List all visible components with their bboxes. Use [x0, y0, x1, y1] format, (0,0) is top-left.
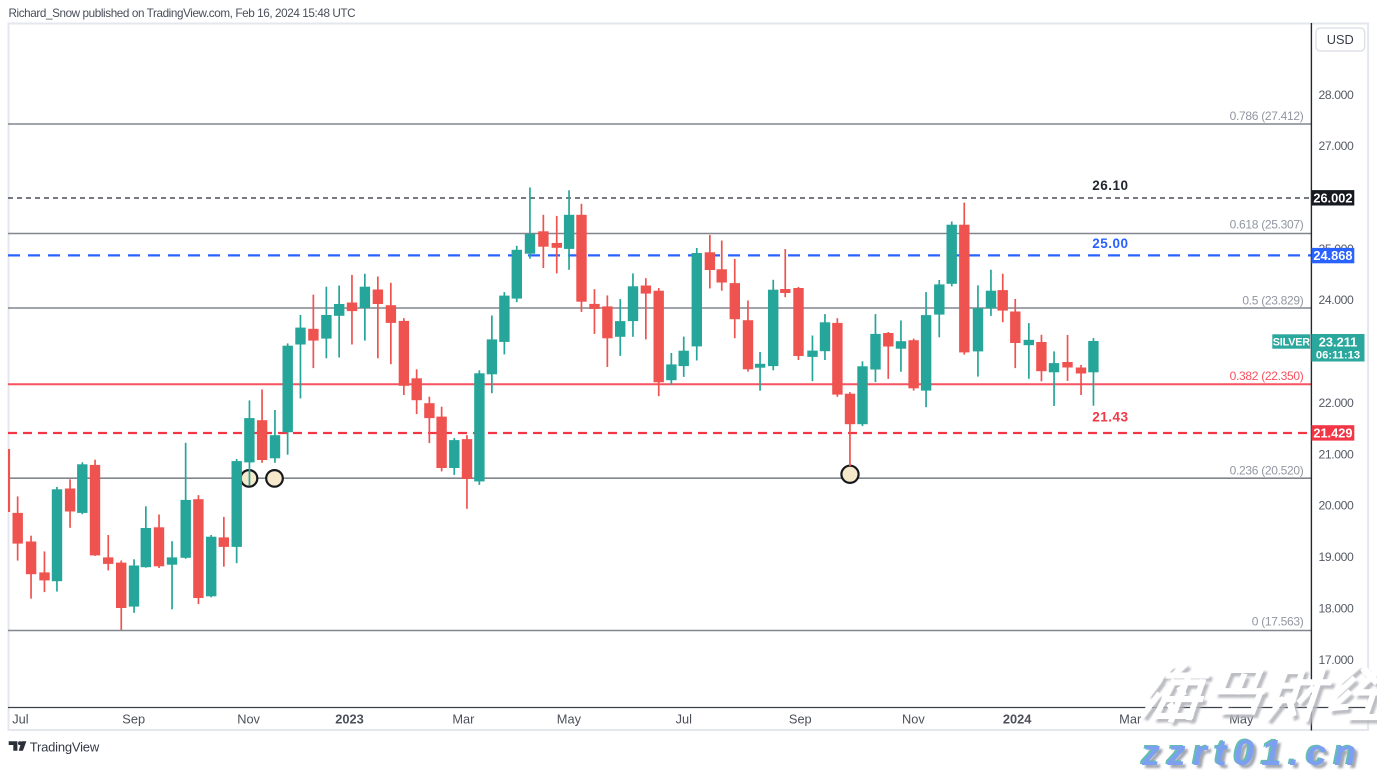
svg-text:19.000: 19.000 — [1319, 550, 1354, 564]
svg-text:Richard_Snow published on Trad: Richard_Snow published on TradingView.co… — [9, 7, 356, 20]
svg-text:2023: 2023 — [335, 712, 363, 727]
svg-text:06:11:13: 06:11:13 — [1316, 350, 1360, 362]
svg-text:Mar: Mar — [452, 712, 475, 727]
svg-text:18.000: 18.000 — [1319, 601, 1354, 615]
svg-text:27.000: 27.000 — [1319, 139, 1354, 153]
svg-text:0.5 (23.829): 0.5 (23.829) — [1242, 294, 1303, 308]
svg-text:USD: USD — [1327, 32, 1354, 47]
svg-text:May: May — [557, 712, 582, 727]
svg-text:Sep: Sep — [789, 712, 812, 727]
svg-text:21.429: 21.429 — [1313, 425, 1352, 440]
svg-text:26.002: 26.002 — [1313, 190, 1352, 205]
svg-text:24.868: 24.868 — [1313, 248, 1352, 263]
svg-text:0.236 (20.520): 0.236 (20.520) — [1230, 464, 1304, 478]
svg-text:20.000: 20.000 — [1319, 499, 1354, 513]
svg-text:Jul: Jul — [676, 712, 692, 727]
svg-text:0.786 (27.412): 0.786 (27.412) — [1230, 109, 1304, 123]
svg-text:2024: 2024 — [1003, 712, 1032, 727]
svg-text:0.382 (22.350): 0.382 (22.350) — [1230, 369, 1304, 383]
svg-text:Nov: Nov — [902, 712, 925, 727]
svg-text:Sep: Sep — [122, 712, 145, 727]
svg-text:SILVER: SILVER — [1273, 337, 1310, 349]
svg-text:Mar: Mar — [1119, 712, 1142, 727]
svg-text:26.10: 26.10 — [1092, 178, 1128, 193]
svg-text:Jul: Jul — [12, 712, 28, 727]
svg-text:25.00: 25.00 — [1092, 236, 1128, 251]
svg-text:24.000: 24.000 — [1319, 293, 1354, 307]
svg-text:23.211: 23.211 — [1319, 334, 1357, 349]
svg-text:28.000: 28.000 — [1319, 88, 1354, 102]
svg-text:0 (17.563): 0 (17.563) — [1252, 615, 1304, 629]
svg-text:17.000: 17.000 — [1319, 653, 1354, 667]
svg-text:0.618 (25.307): 0.618 (25.307) — [1230, 218, 1304, 232]
svg-text:TradingView: TradingView — [30, 739, 100, 754]
svg-text:22.000: 22.000 — [1319, 396, 1354, 410]
svg-text:21.43: 21.43 — [1092, 409, 1128, 424]
svg-text:21.000: 21.000 — [1319, 447, 1354, 461]
svg-text:Nov: Nov — [237, 712, 260, 727]
